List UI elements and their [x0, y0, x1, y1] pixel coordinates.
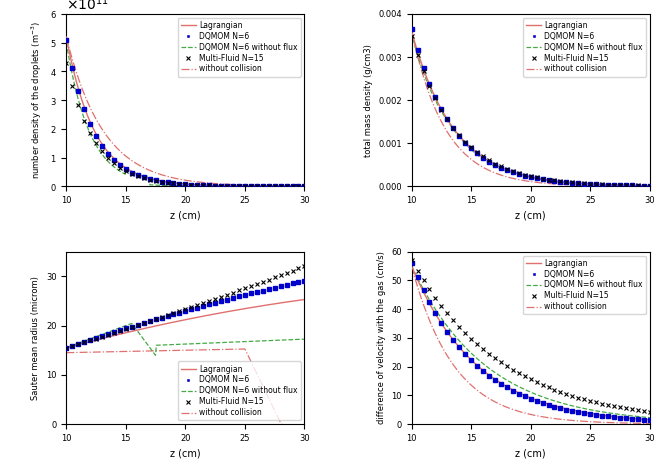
X-axis label: z (cm): z (cm): [515, 211, 546, 220]
Legend: Lagrangian, DQMOM N=6, DQMOM N=6 without flux, Multi-Fluid N=15, without collisi: Lagrangian, DQMOM N=6, DQMOM N=6 without…: [523, 255, 646, 315]
Y-axis label: total mass density (g/cm3): total mass density (g/cm3): [363, 44, 373, 157]
X-axis label: z (cm): z (cm): [170, 448, 201, 459]
X-axis label: z (cm): z (cm): [170, 211, 201, 220]
Legend: Lagrangian, DQMOM N=6, DQMOM N=6 without flux, Multi-Fluid N=15, without collisi: Lagrangian, DQMOM N=6, DQMOM N=6 without…: [523, 18, 646, 76]
Legend: Lagrangian, DQMOM N=6, DQMOM N=6 without flux, Multi-Fluid N=15, without collisi: Lagrangian, DQMOM N=6, DQMOM N=6 without…: [178, 18, 300, 76]
Legend: Lagrangian, DQMOM N=6, DQMOM N=6 without flux, Multi-Fluid N=15, without collisi: Lagrangian, DQMOM N=6, DQMOM N=6 without…: [178, 362, 300, 420]
Y-axis label: difference of velocity with the gas (cm/s): difference of velocity with the gas (cm/…: [377, 252, 386, 425]
X-axis label: z (cm): z (cm): [515, 448, 546, 459]
Y-axis label: Sauter mean radius (microm): Sauter mean radius (microm): [31, 276, 40, 400]
Y-axis label: number density of the droplets (m$^{-3}$): number density of the droplets (m$^{-3}$…: [30, 21, 44, 179]
